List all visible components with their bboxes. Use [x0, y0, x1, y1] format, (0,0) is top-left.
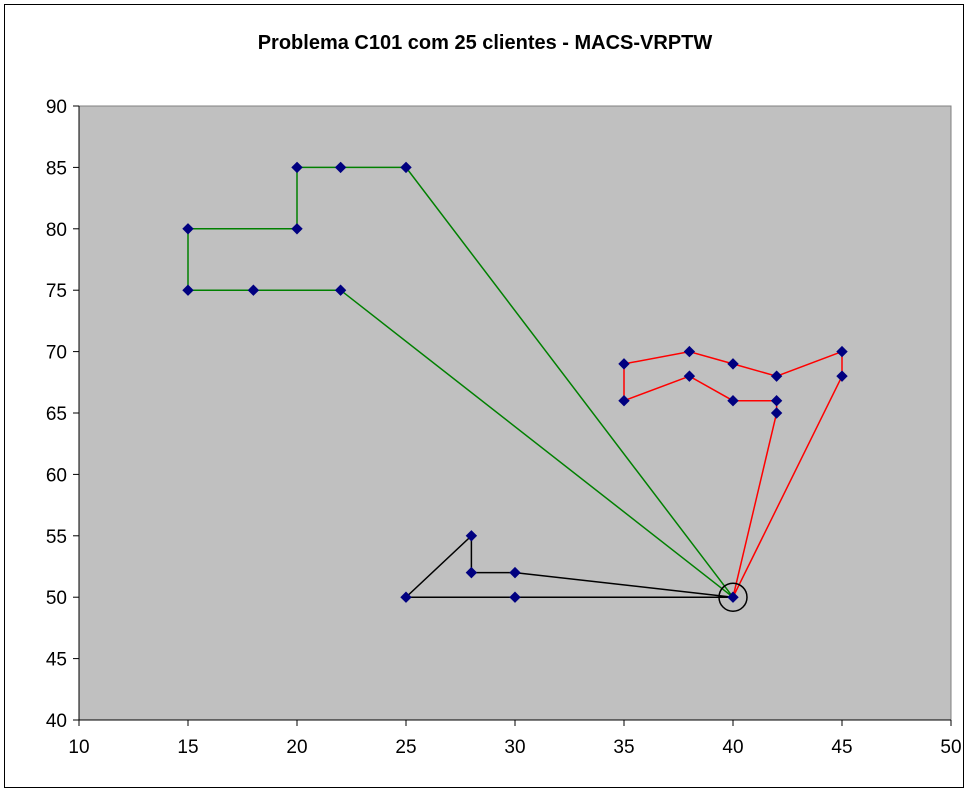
customer-point — [334, 284, 347, 296]
depot — [718, 582, 748, 612]
customer-point — [727, 358, 739, 370]
customer-point — [291, 223, 303, 235]
y-tick-label: 40 — [46, 711, 67, 732]
customer-point — [770, 407, 783, 419]
y-tick-label: 50 — [46, 588, 67, 609]
x-tick-label: 20 — [286, 737, 307, 758]
customer-point — [683, 345, 696, 358]
x-tick-label: 15 — [177, 737, 198, 758]
y-tick-label: 75 — [46, 281, 67, 302]
customer-point — [291, 161, 303, 174]
customer-point — [509, 591, 521, 603]
customer-point — [509, 566, 521, 579]
x-tick-label: 40 — [722, 737, 743, 758]
customer-point — [618, 395, 630, 407]
y-tick-label: 90 — [46, 97, 67, 118]
y-tick-label: 85 — [46, 158, 67, 179]
customer-point — [182, 223, 194, 235]
chart-title: Problema C101 com 25 clientes - MACS-VRP… — [257, 32, 713, 54]
x-tick-label: 35 — [613, 737, 634, 758]
points — [182, 161, 848, 603]
customer-point — [182, 284, 194, 296]
route-line — [187, 166, 734, 598]
y-tick-label: 60 — [46, 465, 67, 486]
y-tick-label: 65 — [46, 404, 67, 425]
customer-point — [618, 358, 630, 370]
axes: 40 45 50 55 60 65 70 75 80 85 90 10 15 20 25 30 35 40 45 50 — [46, 97, 962, 758]
customer-point — [400, 591, 412, 603]
plot-area — [78, 105, 952, 721]
y-tick-label: 45 — [46, 650, 67, 671]
customer-point — [400, 161, 412, 174]
y-tick-label: 70 — [46, 343, 67, 364]
customer-point — [770, 395, 783, 407]
depot-point — [727, 591, 739, 603]
x-tick-label: 50 — [940, 737, 961, 758]
x-tick-label: 30 — [504, 737, 525, 758]
customer-point — [727, 395, 739, 407]
customer-point — [334, 161, 347, 174]
x-tick-label: 45 — [831, 737, 852, 758]
customer-point — [465, 566, 478, 579]
customer-point — [836, 345, 848, 358]
y-tick-label: 55 — [46, 527, 67, 548]
x-tick-label: 25 — [395, 737, 416, 758]
x-tick-label: 10 — [68, 737, 89, 758]
customer-point — [465, 530, 478, 542]
customer-point — [836, 370, 848, 382]
customer-point — [770, 370, 783, 382]
depot-circle — [718, 582, 748, 612]
y-tick-label: 80 — [46, 220, 67, 241]
customer-point — [247, 284, 260, 296]
customer-point — [683, 370, 696, 382]
